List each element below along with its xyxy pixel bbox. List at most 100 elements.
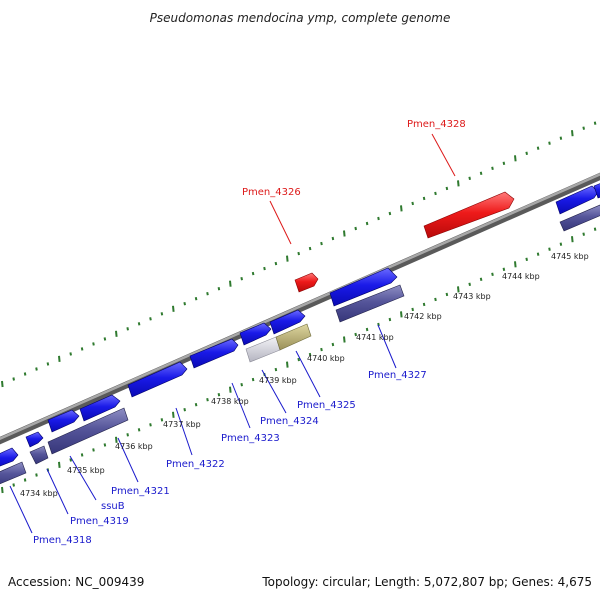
gene-pmen-4325[interactable] bbox=[269, 309, 306, 335]
scale-tick bbox=[536, 146, 540, 150]
scale-tick bbox=[12, 377, 15, 381]
gene-label-pmen-4319[interactable]: Pmen_4319 bbox=[70, 516, 129, 527]
scale-tick bbox=[263, 266, 266, 271]
scale-tick bbox=[502, 161, 506, 165]
scale-tick bbox=[229, 386, 232, 393]
gene-pmen-4324[interactable] bbox=[239, 322, 272, 346]
scale-tick bbox=[240, 383, 243, 387]
scale-tick bbox=[479, 277, 483, 281]
scale-tick bbox=[172, 411, 175, 418]
gene-label-pmen-4327[interactable]: Pmen_4327 bbox=[368, 370, 427, 381]
scale-tick bbox=[274, 367, 278, 372]
scale-tick bbox=[434, 191, 437, 196]
scale-tick bbox=[194, 403, 198, 407]
gene-label-pmen-4324[interactable]: Pmen_4324 bbox=[260, 416, 319, 427]
scale-tick bbox=[445, 292, 449, 297]
scale-tick bbox=[559, 136, 563, 140]
gene-label-pmen-4326[interactable]: Pmen_4326 bbox=[242, 187, 301, 198]
connector-pmen-4321 bbox=[117, 437, 139, 483]
gene-pmen-4328[interactable] bbox=[423, 191, 515, 239]
scale-tick bbox=[274, 261, 278, 266]
scale-tick bbox=[240, 277, 243, 281]
gene-lavender-c[interactable] bbox=[47, 407, 129, 455]
connector-pmen-4323 bbox=[231, 382, 251, 429]
scale-tick bbox=[103, 443, 107, 447]
scale-tick bbox=[320, 241, 323, 246]
kbp-label: 4744 kbp bbox=[502, 272, 540, 281]
scale-tick bbox=[457, 180, 460, 187]
kbp-label: 4743 kbp bbox=[453, 292, 491, 301]
connector-pmen-4326 bbox=[269, 200, 292, 245]
scale-tick bbox=[434, 297, 437, 302]
gene-label-pmen-4321[interactable]: Pmen_4321 bbox=[111, 486, 170, 497]
gene-pmen-4319[interactable] bbox=[25, 431, 44, 448]
scale-tick bbox=[149, 423, 152, 427]
gene-label-pmen-4328[interactable]: Pmen_4328 bbox=[407, 119, 466, 130]
kbp-label: 4737 kbp bbox=[163, 420, 201, 429]
scale-tick bbox=[103, 337, 107, 341]
scale-tick bbox=[411, 201, 414, 206]
scale-tick bbox=[194, 297, 198, 301]
scale-tick bbox=[23, 478, 27, 482]
gene-label-pmen-4325[interactable]: Pmen_4325 bbox=[297, 400, 356, 411]
scale-tick bbox=[23, 372, 27, 376]
gene-pmen-4327[interactable] bbox=[329, 267, 398, 307]
scale-tick bbox=[422, 196, 426, 201]
gene-label-pmen-4318[interactable]: Pmen_4318 bbox=[33, 535, 92, 546]
genome-backbone-highlight bbox=[0, 173, 600, 440]
scale-tick bbox=[115, 330, 118, 337]
gene-ssub[interactable] bbox=[47, 409, 80, 433]
scale-tick bbox=[58, 355, 61, 362]
scale-tick bbox=[445, 186, 449, 191]
scale-tick bbox=[69, 352, 72, 356]
scale-tick bbox=[400, 205, 403, 212]
gene-pmen-4322[interactable] bbox=[127, 361, 188, 398]
kbp-label: 4741 kbp bbox=[356, 333, 394, 342]
kbp-label: 4735 kbp bbox=[67, 466, 105, 475]
gene-lavender-d[interactable] bbox=[29, 445, 49, 465]
gene-label-ssub[interactable]: ssuB bbox=[101, 501, 125, 512]
kbp-label: 4740 kbp bbox=[307, 354, 345, 363]
scale-tick bbox=[1, 380, 4, 388]
scale-tick bbox=[183, 302, 186, 306]
connector-pmen-4324 bbox=[261, 369, 287, 414]
scale-tick bbox=[172, 305, 175, 312]
scale-tick bbox=[354, 332, 357, 337]
scale-tick bbox=[388, 211, 392, 216]
genome-summary-text: Topology: circular; Length: 5,072,807 bp… bbox=[261, 575, 592, 589]
scale-tick bbox=[514, 155, 517, 162]
scale-tick bbox=[92, 342, 95, 346]
gene-label-pmen-4322[interactable]: Pmen_4322 bbox=[166, 459, 225, 470]
kbp-label: 4742 kbp bbox=[404, 312, 442, 321]
gene-olive[interactable] bbox=[275, 323, 312, 351]
scale-tick bbox=[343, 336, 346, 343]
scale-tick bbox=[160, 312, 164, 316]
gene-right-edge[interactable] bbox=[555, 185, 599, 215]
kbp-label-group: 4734 kbp 4735 kbp 4736 kbp 4737 kbp 4738… bbox=[20, 252, 589, 498]
scale-tick bbox=[149, 317, 152, 321]
gene-pmen-4326[interactable] bbox=[294, 272, 319, 293]
scale-tick bbox=[548, 141, 551, 145]
gene-pmen-4321[interactable] bbox=[79, 394, 121, 422]
scale-tick bbox=[593, 121, 597, 125]
gene-label-pmen-4323[interactable]: Pmen_4323 bbox=[221, 433, 280, 444]
scale-tick bbox=[251, 377, 255, 382]
scale-tick bbox=[80, 347, 84, 351]
gene-lavender-a[interactable] bbox=[335, 284, 405, 323]
map-title: Pseudomonas mendocina ymp, complete geno… bbox=[150, 11, 451, 25]
gene-lavender-e[interactable] bbox=[0, 461, 27, 488]
scale-tick bbox=[308, 246, 312, 251]
accession-text: Accession: NC_009439 bbox=[8, 575, 144, 589]
lower-tick-track bbox=[1, 227, 597, 494]
scale-tick bbox=[571, 130, 574, 137]
scale-tick bbox=[593, 227, 597, 231]
gene-pmen-4323[interactable] bbox=[189, 338, 239, 369]
scale-tick bbox=[514, 261, 517, 268]
gene-right-edge-2[interactable] bbox=[593, 182, 600, 199]
connector-pmen-4322 bbox=[175, 407, 193, 456]
gene-pmen-4318[interactable] bbox=[0, 447, 19, 470]
scale-tick bbox=[411, 307, 414, 312]
gene-lavender-b[interactable] bbox=[559, 204, 600, 232]
